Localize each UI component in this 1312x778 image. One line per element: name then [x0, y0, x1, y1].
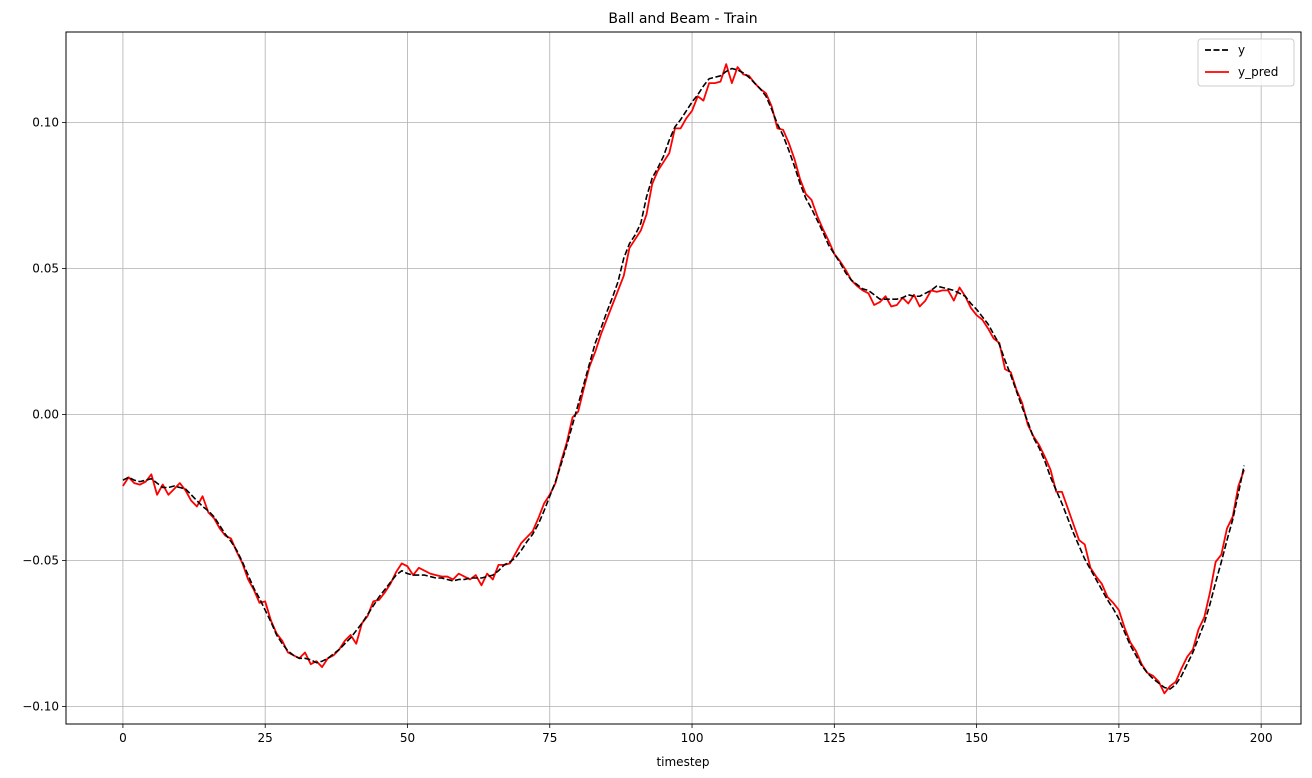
x-tick-label: 175: [1107, 731, 1130, 745]
x-tick-label: 150: [965, 731, 988, 745]
plot-frame: [65, 31, 1302, 725]
y-tick-label: 0.05: [32, 262, 59, 276]
x-tick-label: 100: [681, 731, 704, 745]
x-tick-label: 200: [1250, 731, 1273, 745]
x-tick-label: 125: [823, 731, 846, 745]
axis-ticks: 0 25 50 75 100 125 150 175 200 −0.10 −0.05 0.00 0.05…: [22, 116, 1272, 745]
series-lines: [122, 63, 1245, 695]
series-line-y-pred: [122, 63, 1245, 695]
legend-label-y-pred: y_pred: [1238, 65, 1278, 79]
series-line-y: [122, 67, 1245, 690]
legend: y y_pred: [1197, 38, 1295, 87]
x-axis-label: timestep: [656, 755, 709, 769]
y-tick-label: 0.10: [32, 116, 59, 130]
x-tick-label: 75: [542, 731, 557, 745]
y-tick-label: 0.00: [32, 407, 59, 421]
legend-label-y: y: [1238, 43, 1245, 57]
x-tick-label: 0: [119, 731, 127, 745]
x-tick-label: 50: [400, 731, 415, 745]
y-tick-label: −0.10: [22, 699, 59, 713]
y-tick-label: −0.05: [22, 553, 59, 567]
x-tick-label: 25: [258, 731, 273, 745]
chart-title: Ball and Beam - Train: [608, 11, 757, 27]
